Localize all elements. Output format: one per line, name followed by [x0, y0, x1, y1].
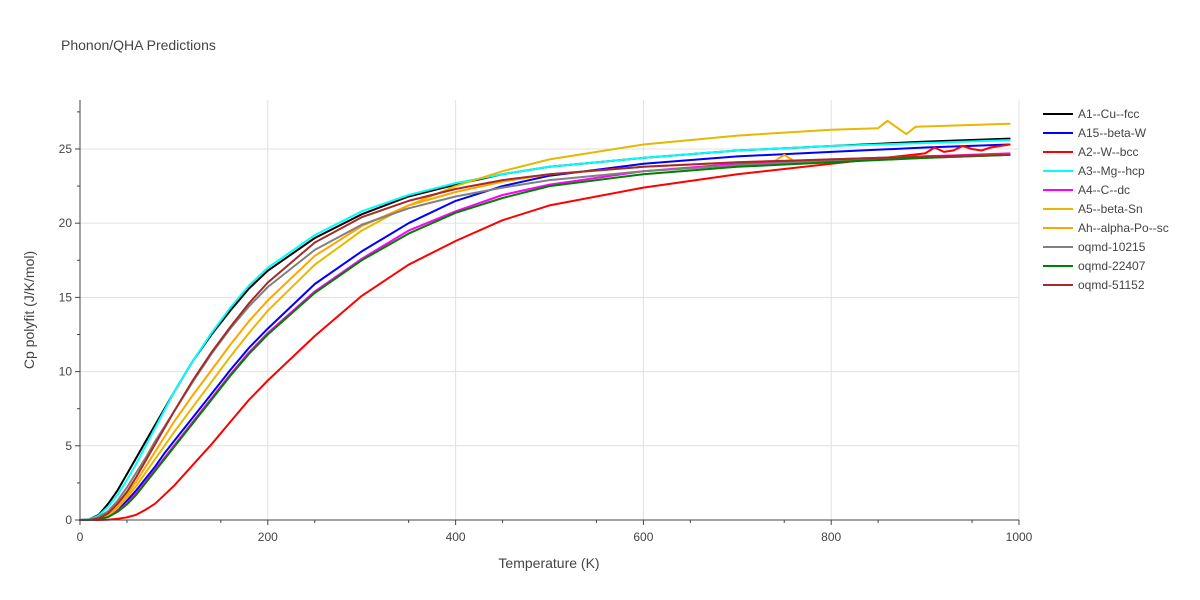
y-tick-label: 25: [59, 142, 73, 156]
x-tick-label: 200: [258, 530, 278, 544]
legend-label: A4--C--dc: [1078, 183, 1130, 197]
legend-item[interactable]: A5--beta-Sn: [1043, 202, 1143, 216]
y-axis-title: Cp polyfit (J/K/mol): [21, 251, 37, 369]
y-tick-label: 5: [65, 439, 72, 453]
y-tick-label: 20: [59, 216, 73, 230]
x-tick-label: 800: [821, 530, 841, 544]
series-line-9: [79, 153, 1011, 521]
series-line-3: [79, 139, 1011, 521]
legend-item[interactable]: Ah--alpha-Po--sc: [1043, 221, 1169, 235]
legend-item[interactable]: oqmd-51152: [1043, 278, 1145, 292]
gridlines: [80, 100, 1020, 520]
chart-title: Phonon/QHA Predictions: [61, 37, 216, 53]
x-tick-label: 0: [77, 530, 84, 544]
x-tick-label: 600: [633, 530, 653, 544]
legend-label: A2--W--bcc: [1078, 145, 1138, 159]
y-tick-label: 15: [59, 290, 73, 304]
axes: [79, 100, 1019, 521]
series-line-2: [79, 143, 1011, 521]
series-line-1: [79, 143, 1011, 521]
legend-item[interactable]: A15--beta-W: [1043, 126, 1147, 140]
legend-label: A1--Cu--fcc: [1078, 107, 1139, 121]
legend[interactable]: A1--Cu--fcc A15--beta-W A2--W--bcc A3--Mg--…: [1043, 107, 1169, 292]
legend-label: A5--beta-Sn: [1078, 202, 1143, 216]
legend-label: oqmd-10215: [1078, 240, 1146, 254]
plot-series: [79, 119, 1011, 521]
legend-item[interactable]: oqmd-10215: [1043, 240, 1146, 254]
legend-label: Ah--alpha-Po--sc: [1078, 221, 1169, 235]
x-axis-title: Temperature (K): [498, 555, 599, 571]
legend-item[interactable]: A3--Mg--hcp: [1043, 164, 1145, 178]
legend-label: A3--Mg--hcp: [1078, 164, 1145, 178]
legend-item[interactable]: A2--W--bcc: [1043, 145, 1138, 159]
legend-item[interactable]: A1--Cu--fcc: [1043, 107, 1139, 121]
legend-label: oqmd-51152: [1078, 278, 1145, 292]
tick-labels: 0 200 400 600 800 1000 0 5 10 15 20 25: [59, 111, 1033, 544]
legend-label: oqmd-22407: [1078, 259, 1146, 273]
legend-label: A15--beta-W: [1078, 126, 1147, 140]
series-line-8: [79, 153, 1011, 521]
legend-item[interactable]: oqmd-22407: [1043, 259, 1146, 273]
x-tick-label: 1000: [1006, 530, 1033, 544]
y-tick-label: 0: [65, 513, 72, 527]
legend-item[interactable]: A4--C--dc: [1043, 183, 1130, 197]
series-line-6: [79, 153, 1011, 521]
series-line-5: [79, 119, 1011, 521]
y-tick-label: 10: [59, 365, 73, 379]
x-tick-label: 400: [446, 530, 466, 544]
